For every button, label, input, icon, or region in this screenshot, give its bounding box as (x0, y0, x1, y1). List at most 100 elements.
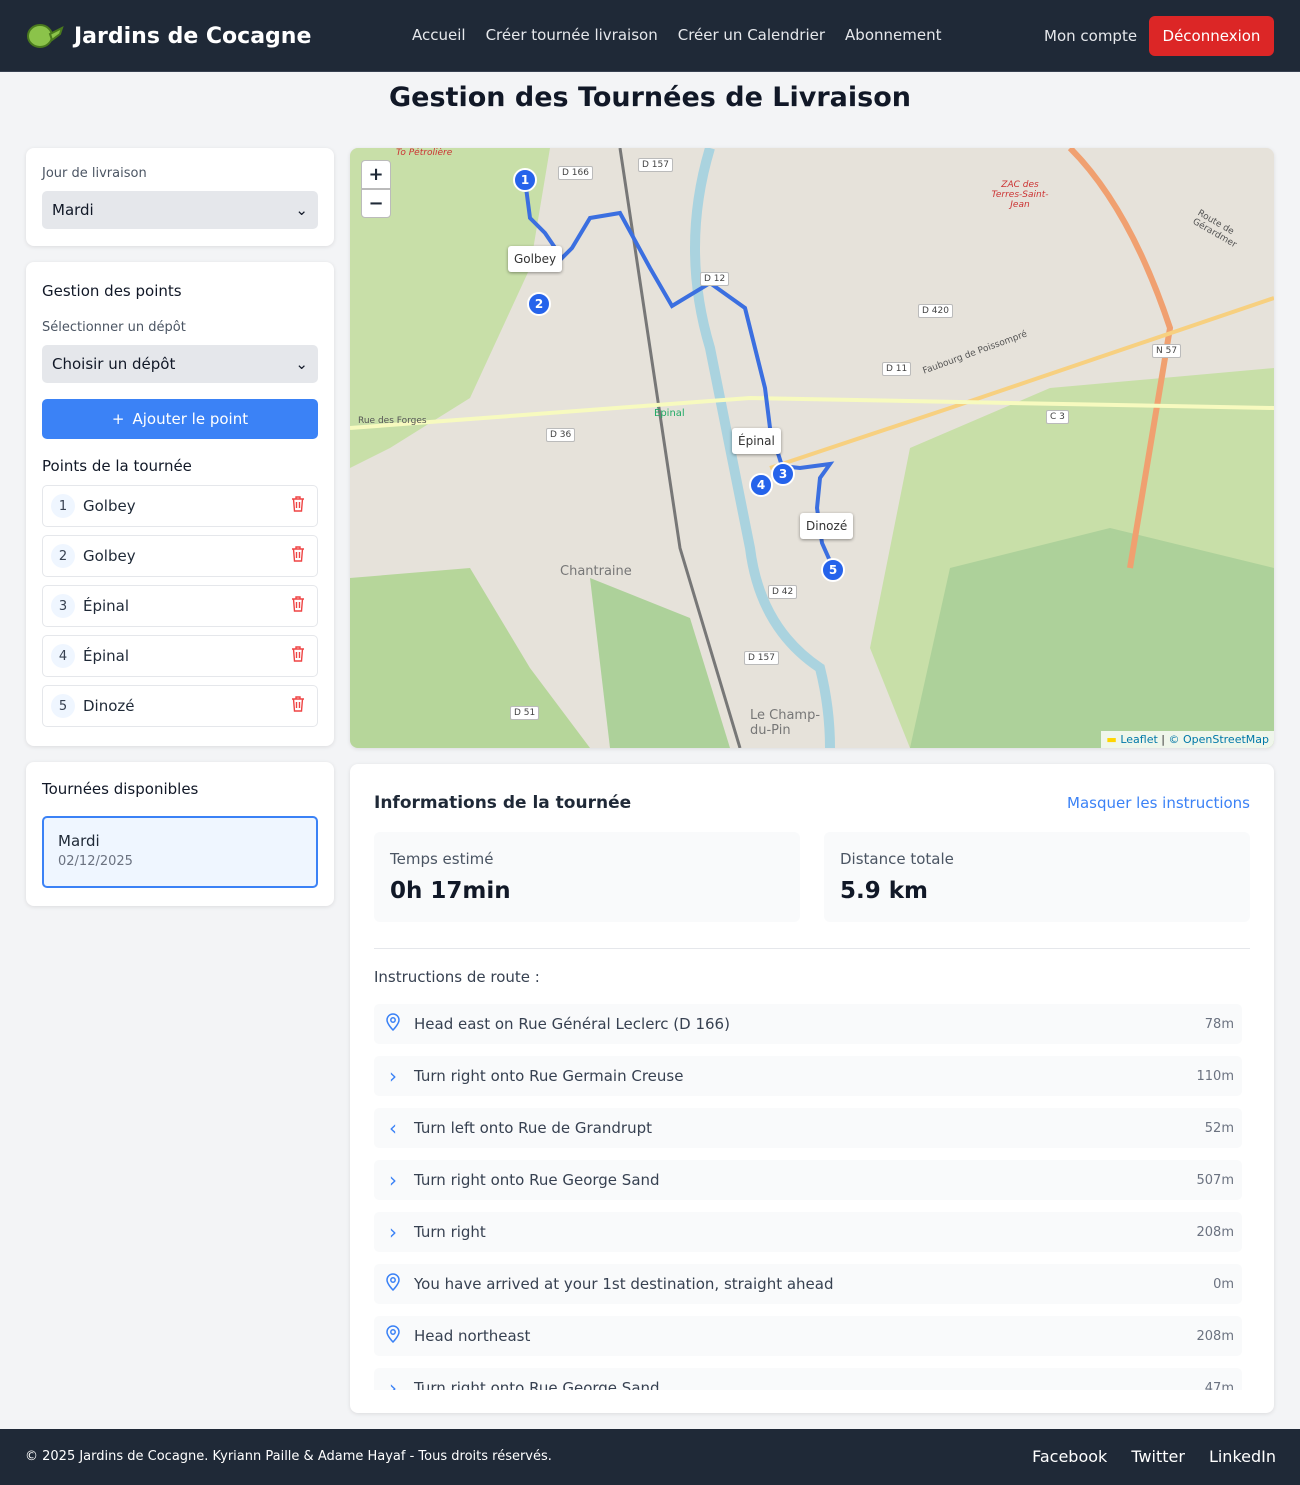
instruction-distance: 507m (1196, 1172, 1234, 1188)
tour-day: Mardi (58, 832, 100, 850)
trash-icon[interactable] (291, 596, 305, 616)
tours-card: Tournées disponibles Mardi 02/12/2025 (26, 762, 334, 906)
nav-creer-tournee[interactable]: Créer tournée livraison (485, 26, 658, 44)
instruction-text: Turn right (414, 1223, 486, 1241)
point-name: Épinal (83, 647, 130, 665)
nav-abonnement[interactable]: Abonnement (845, 26, 942, 44)
road-label-d166: D 166 (558, 166, 593, 180)
twitter-link[interactable]: Twitter (1131, 1447, 1185, 1466)
chevron-down-icon: ⌄ (295, 201, 308, 219)
depot-select-value: Choisir un dépôt (52, 355, 176, 373)
tour-point-item[interactable]: 5 Dinozé (42, 685, 318, 727)
map-label-zac: ZAC des Terres-Saint-Jean (991, 180, 1049, 210)
map-tooltip-golbey: Golbey (508, 246, 563, 272)
point-number: 4 (51, 644, 75, 668)
time-stat: Temps estimé 0h 17min (374, 832, 800, 922)
instruction-text: Turn left onto Rue de Grandrupt (414, 1119, 653, 1137)
points-title: Gestion des points (42, 282, 182, 300)
tours-title: Tournées disponibles (42, 780, 199, 798)
map-label-epinal-station: Épinal (654, 408, 685, 419)
trash-icon[interactable] (291, 546, 305, 566)
instructions-title: Instructions de route : (374, 968, 540, 986)
instruction-distance: 208m (1196, 1224, 1234, 1240)
tour-point-item[interactable]: 2 Golbey (42, 535, 318, 577)
zoom-out-button[interactable]: − (361, 189, 391, 218)
instruction-row: ‹ Turn left onto Rue de Grandrupt 52m (374, 1108, 1242, 1148)
point-number: 1 (51, 494, 75, 518)
distance-stat: Distance totale 5.9 km (824, 832, 1250, 922)
tour-date: 02/12/2025 (58, 854, 133, 869)
road-label-d157b: D 157 (744, 651, 779, 665)
trash-icon[interactable] (291, 496, 305, 516)
leaflet-link[interactable]: Leaflet (1120, 733, 1158, 746)
account-link[interactable]: Mon compte (1044, 27, 1138, 45)
instruction-distance: 0m (1213, 1276, 1234, 1292)
copyright: © 2025 Jardins de Cocagne. Kyriann Paill… (25, 1449, 552, 1464)
point-number: 2 (51, 544, 75, 568)
logout-button[interactable]: Déconnexion (1149, 16, 1274, 56)
instruction-text: You have arrived at your 1st destination… (414, 1275, 834, 1293)
road-label-n57: N 57 (1152, 344, 1182, 358)
day-card: Jour de livraison Mardi ⌄ (26, 148, 334, 246)
route-line (523, 179, 836, 571)
route-map[interactable]: 1 2 3 4 5 Golbey Épinal Dinozé Chantraine Le Ch… (350, 148, 1274, 748)
point-name: Golbey (83, 497, 136, 515)
point-name: Dinozé (83, 697, 135, 715)
day-select[interactable]: Mardi ⌄ (42, 191, 318, 229)
footer: © 2025 Jardins de Cocagne. Kyriann Paill… (0, 1429, 1300, 1485)
location-pin-icon (384, 1324, 402, 1348)
road-label-c3: C 3 (1046, 410, 1069, 424)
brand-name: Jardins de Cocagne (74, 23, 312, 49)
instruction-distance: 110m (1196, 1068, 1234, 1084)
tour-item[interactable]: Mardi 02/12/2025 (42, 816, 318, 888)
linkedin-link[interactable]: LinkedIn (1208, 1447, 1276, 1466)
points-card: Gestion des points Sélectionner un dépôt… (26, 262, 334, 746)
route-marker-4[interactable]: 4 (749, 473, 773, 497)
road-label-d157: D 157 (638, 158, 673, 172)
divider (374, 948, 1250, 949)
road-label-d51: D 51 (510, 706, 540, 720)
instruction-text: Turn right onto Rue George Sand (414, 1171, 660, 1189)
ukraine-flag-icon: ▬ (1106, 733, 1117, 746)
brand[interactable]: Jardins de Cocagne (26, 20, 311, 52)
road-label-d11: D 11 (882, 362, 912, 376)
route-marker-1[interactable]: 1 (513, 168, 537, 192)
add-point-label: Ajouter le point (132, 410, 249, 428)
point-name: Épinal (83, 597, 130, 615)
toggle-instructions-link[interactable]: Masquer les instructions (1067, 794, 1250, 812)
map-tiles[interactable] (350, 148, 1274, 748)
road-label-d420: D 420 (918, 304, 953, 318)
trash-icon[interactable] (291, 646, 305, 666)
zoom-in-button[interactable]: + (361, 160, 391, 189)
trash-icon[interactable] (291, 696, 305, 716)
instruction-distance: 78m (1204, 1016, 1234, 1032)
tour-point-item[interactable]: 3 Épinal (42, 585, 318, 627)
point-number: 3 (51, 594, 75, 618)
instruction-row: › Turn right onto Rue George Sand 47m (374, 1368, 1242, 1390)
instruction-distance: 52m (1204, 1120, 1234, 1136)
route-marker-2[interactable]: 2 (527, 292, 551, 316)
facebook-link[interactable]: Facebook (1032, 1447, 1108, 1466)
instruction-row: › Turn right 208m (374, 1212, 1242, 1252)
time-value: 0h 17min (390, 878, 511, 904)
osm-link[interactable]: © OpenStreetMap (1168, 733, 1269, 746)
page-title: Gestion des Tournées de Livraison (389, 82, 911, 113)
add-point-button[interactable]: + Ajouter le point (42, 399, 318, 439)
chevron-left-icon: ‹ (389, 1116, 397, 1140)
road-label-d42: D 42 (768, 585, 798, 599)
chevron-down-icon: ⌄ (295, 355, 308, 373)
instruction-row: Head east on Rue Général Leclerc (D 166)… (374, 1004, 1242, 1044)
instructions-list[interactable]: Head east on Rue Général Leclerc (D 166)… (374, 1004, 1242, 1390)
instruction-distance: 47m (1204, 1380, 1234, 1391)
chevron-right-icon: › (389, 1220, 397, 1244)
tour-point-item[interactable]: 1 Golbey (42, 485, 318, 527)
route-marker-3[interactable]: 3 (771, 462, 795, 486)
route-marker-5[interactable]: 5 (821, 558, 845, 582)
nav-creer-calendrier[interactable]: Créer un Calendrier (677, 26, 826, 44)
depot-select[interactable]: Choisir un dépôt ⌄ (42, 345, 318, 383)
location-pin-icon (384, 1012, 402, 1036)
nav-accueil[interactable]: Accueil (412, 26, 466, 44)
day-select-value: Mardi (52, 201, 94, 219)
instruction-row: › Turn right onto Rue George Sand 507m (374, 1160, 1242, 1200)
tour-point-item[interactable]: 4 Épinal (42, 635, 318, 677)
